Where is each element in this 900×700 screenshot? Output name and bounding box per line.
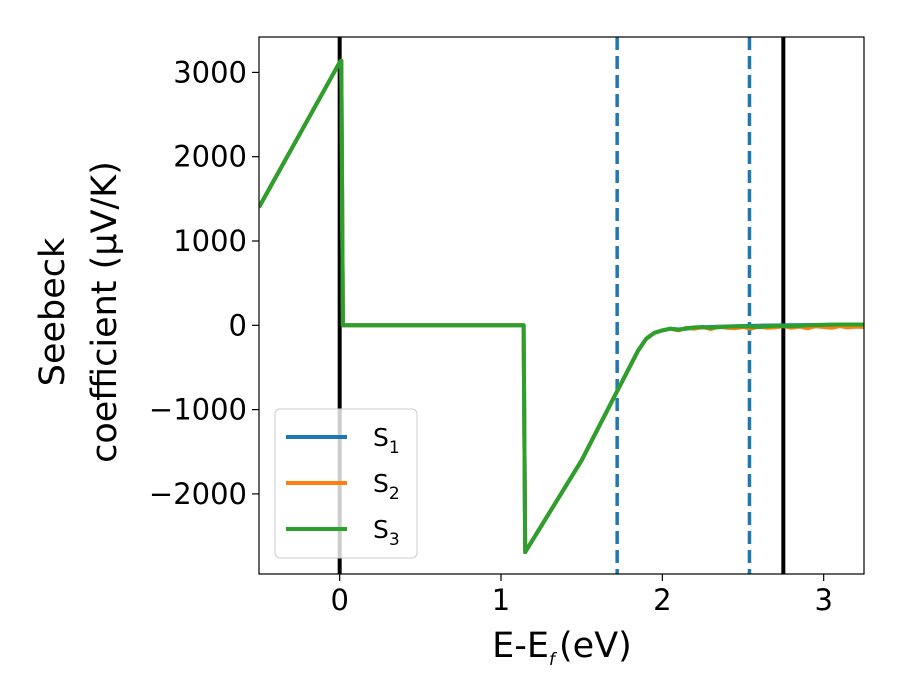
y-axis-label: Seebeck coefficient (μV/K): [33, 161, 125, 463]
y-tick-label: 2000: [173, 140, 247, 174]
legend-label-S2: S2: [373, 469, 400, 504]
x-tick-label: 3: [814, 583, 832, 617]
series-lines: [259, 58, 864, 555]
y-tick-label: 1000: [173, 224, 247, 258]
plot-frame: [258, 36, 865, 575]
y-tick-label: −1000: [149, 393, 247, 427]
x-tick-label: 0: [330, 583, 348, 617]
x-tick-label: 1: [492, 583, 510, 617]
series-line-S3: [259, 58, 864, 555]
x-tick-label: 2: [653, 583, 671, 617]
y-tick-label: −2000: [149, 477, 247, 511]
legend: S1 S2 S3: [274, 408, 418, 559]
x-axis-ticks: 0 1 2 3: [330, 574, 833, 617]
y-axis-label-line2: coefficient (μV/K): [85, 161, 125, 463]
y-tick-label: 0: [229, 308, 247, 342]
y-axis-label-line1: Seebeck: [33, 237, 73, 386]
legend-label-S3: S3: [373, 515, 400, 550]
y-tick-label: 3000: [173, 55, 247, 89]
x-axis-label-subscript: f: [549, 650, 558, 670]
legend-label-S1: S1: [373, 423, 400, 458]
y-axis-ticks: 3000 2000 1000 0 −1000 −2000: [149, 55, 259, 511]
x-axis-label: E-Ef (eV): [492, 626, 632, 670]
